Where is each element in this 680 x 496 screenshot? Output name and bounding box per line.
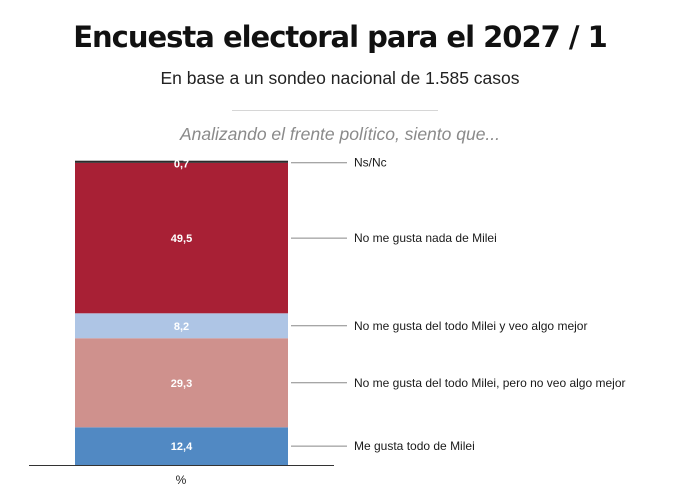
chart-subtitle: En base a un sondeo nacional de 1.585 ca… <box>160 68 520 88</box>
title-divider <box>232 110 438 111</box>
segment-label: No me gusta nada de Milei <box>354 231 497 245</box>
x-axis-unit-label: % <box>176 473 187 487</box>
bar-segment <box>75 427 288 465</box>
bar-segment <box>75 338 288 428</box>
segment-value-label: 0,7 <box>174 159 189 171</box>
bar-segment <box>75 313 288 339</box>
segment-label: Me gusta todo de Milei <box>354 439 475 453</box>
segment-value-label: 49,5 <box>171 233 192 245</box>
survey-question: Analizando el frente político, siento qu… <box>179 124 501 144</box>
segment-value-label: 8,2 <box>174 321 189 333</box>
segment-label: No me gusta del todo Milei, pero no veo … <box>354 376 625 390</box>
bar-segments <box>75 160 288 465</box>
bar-segment <box>75 162 288 314</box>
leader-lines <box>291 162 347 447</box>
segment-value-labels: 12,4 29,3 8,2 49,5 0,7 <box>171 159 193 453</box>
segment-labels: Me gusta todo de Milei No me gusta del to… <box>354 156 625 453</box>
chart-title: Encuesta electoral para el 2027 / 1 <box>73 20 608 54</box>
segment-value-label: 29,3 <box>171 378 192 390</box>
segment-label: Ns/Nc <box>354 156 387 170</box>
segment-label: No me gusta del todo Milei y veo algo me… <box>354 319 587 333</box>
bar-segment <box>75 160 288 163</box>
segment-value-label: 12,4 <box>171 441 193 453</box>
